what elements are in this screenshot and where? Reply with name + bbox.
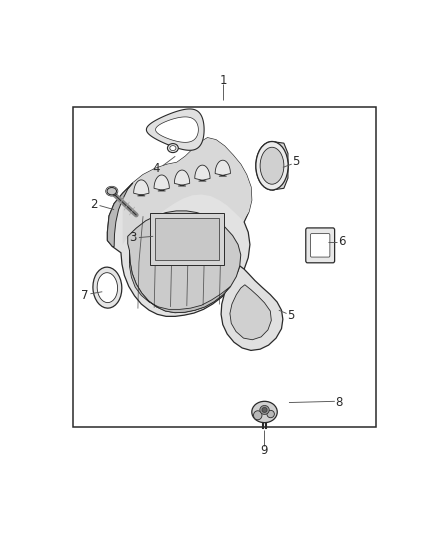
Text: 5: 5 xyxy=(287,309,294,321)
Ellipse shape xyxy=(252,401,277,423)
Bar xyxy=(74,107,375,427)
Ellipse shape xyxy=(260,147,284,184)
Ellipse shape xyxy=(260,406,269,415)
Polygon shape xyxy=(146,109,204,150)
Text: 9: 9 xyxy=(260,444,267,457)
Ellipse shape xyxy=(107,188,117,195)
Polygon shape xyxy=(107,183,133,247)
Polygon shape xyxy=(215,160,230,176)
Polygon shape xyxy=(174,170,190,186)
Text: 6: 6 xyxy=(338,235,345,248)
Polygon shape xyxy=(221,266,283,350)
Text: 3: 3 xyxy=(129,231,137,244)
Text: 1: 1 xyxy=(220,74,227,87)
Polygon shape xyxy=(130,251,230,313)
Polygon shape xyxy=(123,138,251,245)
Text: 5: 5 xyxy=(292,155,300,168)
Ellipse shape xyxy=(93,267,122,308)
Ellipse shape xyxy=(97,273,117,303)
Polygon shape xyxy=(154,175,170,191)
Ellipse shape xyxy=(267,410,274,418)
Text: 8: 8 xyxy=(336,396,343,409)
Ellipse shape xyxy=(254,411,262,420)
Ellipse shape xyxy=(170,146,176,150)
Ellipse shape xyxy=(260,147,284,184)
Ellipse shape xyxy=(256,142,288,190)
Polygon shape xyxy=(195,165,210,181)
Ellipse shape xyxy=(256,142,288,190)
Polygon shape xyxy=(134,180,149,196)
FancyBboxPatch shape xyxy=(306,228,335,263)
Text: 2: 2 xyxy=(90,198,98,211)
Polygon shape xyxy=(128,211,241,313)
Polygon shape xyxy=(155,218,219,260)
Text: 7: 7 xyxy=(81,289,88,302)
Polygon shape xyxy=(107,138,251,317)
Polygon shape xyxy=(150,213,224,265)
FancyBboxPatch shape xyxy=(311,233,330,257)
Polygon shape xyxy=(272,142,288,190)
Text: 4: 4 xyxy=(153,162,160,175)
Ellipse shape xyxy=(167,143,178,152)
Ellipse shape xyxy=(262,407,267,413)
Polygon shape xyxy=(155,117,198,142)
Polygon shape xyxy=(230,285,271,340)
